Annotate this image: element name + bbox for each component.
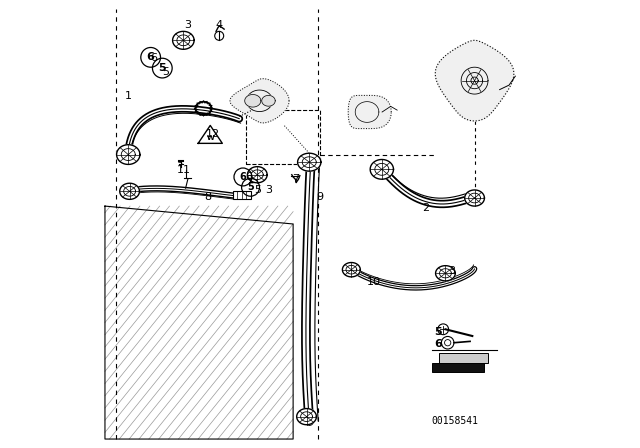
Text: 2: 2 [422,203,429,213]
Text: 5: 5 [162,67,169,77]
Text: 12: 12 [205,129,220,139]
Text: 3: 3 [265,185,272,195]
Polygon shape [262,95,275,106]
Polygon shape [248,167,267,183]
Text: 6: 6 [147,52,155,62]
Polygon shape [436,266,455,281]
Polygon shape [173,31,194,49]
Text: 5: 5 [254,185,260,195]
Polygon shape [435,40,514,121]
Polygon shape [120,183,140,199]
Polygon shape [244,95,261,107]
FancyBboxPatch shape [439,353,488,363]
Text: 5: 5 [159,63,166,73]
Text: 11: 11 [177,165,190,175]
Polygon shape [298,153,321,171]
Text: 10: 10 [367,277,381,287]
Text: W: W [206,134,214,141]
Text: 4: 4 [216,20,223,30]
FancyBboxPatch shape [233,191,251,199]
Polygon shape [116,145,140,164]
Text: 6: 6 [245,172,252,182]
FancyBboxPatch shape [432,363,484,372]
Text: 6: 6 [435,339,442,349]
Text: 5: 5 [435,327,442,336]
Text: 3: 3 [449,266,456,276]
Text: 5: 5 [247,182,254,192]
Polygon shape [370,159,394,179]
Polygon shape [342,263,360,277]
Text: 9: 9 [316,192,324,202]
Text: 7: 7 [292,174,299,184]
Text: 3: 3 [184,20,191,30]
Text: 6: 6 [239,172,246,182]
Polygon shape [297,409,316,425]
Text: 8: 8 [204,192,212,202]
Text: 00158541: 00158541 [431,416,478,426]
Text: 6: 6 [151,53,157,63]
Text: 1: 1 [125,91,132,101]
Polygon shape [465,190,484,206]
Polygon shape [230,79,289,123]
Polygon shape [348,95,391,129]
